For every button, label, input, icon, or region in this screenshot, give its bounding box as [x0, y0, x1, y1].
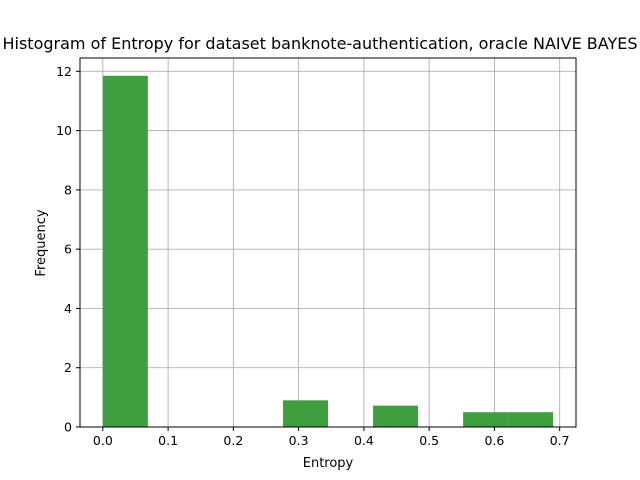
y-tick-label: 4 [64, 301, 72, 316]
chart-title: Histogram of Entropy for dataset banknot… [2, 34, 637, 53]
x-axis: 0.0 0.1 0.2 0.3 0.4 0.5 0.6 0.7 [93, 427, 570, 448]
histogram-bar-4 [463, 412, 509, 427]
histogram-bar-5 [508, 412, 554, 427]
x-tick-label: 0.2 [223, 433, 243, 448]
x-tick-label: 0.5 [419, 433, 439, 448]
y-tick-label: 10 [56, 123, 72, 138]
y-tick-label: 12 [56, 64, 72, 79]
y-tick-label: 8 [64, 182, 72, 197]
grid-layer [80, 58, 576, 428]
y-tick-label: 6 [64, 242, 72, 257]
y-axis: 0 2 4 6 8 10 12 [56, 64, 80, 435]
y-tick-label: 0 [64, 420, 72, 435]
y-axis-label: Frequency [34, 209, 49, 276]
x-tick-label: 0.1 [158, 433, 178, 448]
plot-frame [79, 57, 577, 428]
histogram-bar-2 [282, 400, 328, 427]
y-tick-label: 2 [64, 360, 72, 375]
x-tick-label: 0.6 [484, 433, 504, 448]
x-tick-label: 0.0 [93, 433, 113, 448]
bars-layer [102, 75, 554, 427]
histogram-bar-1 [102, 75, 148, 427]
x-axis-label: Entropy [303, 456, 354, 471]
x-tick-label: 0.4 [354, 433, 374, 448]
histogram-bar-3 [373, 405, 419, 427]
x-tick-label: 0.7 [550, 433, 570, 448]
x-tick-label: 0.3 [289, 433, 309, 448]
